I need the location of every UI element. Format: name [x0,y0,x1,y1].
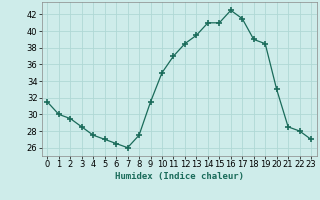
X-axis label: Humidex (Indice chaleur): Humidex (Indice chaleur) [115,172,244,181]
